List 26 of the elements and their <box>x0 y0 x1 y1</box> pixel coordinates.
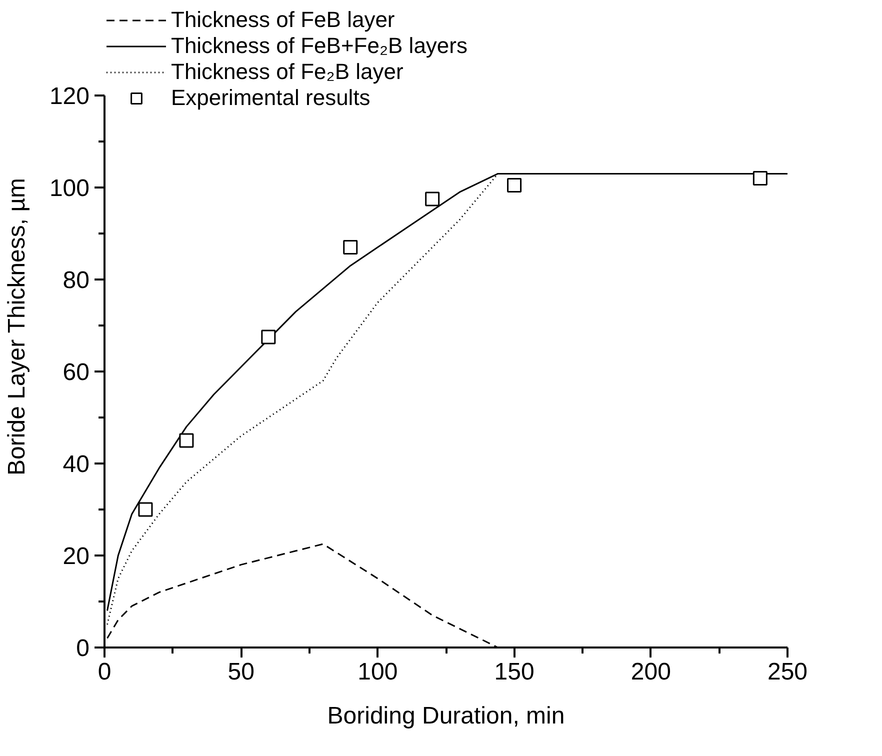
y-tick-label: 80 <box>62 267 90 294</box>
point <box>343 240 358 255</box>
y-tick-label: 60 <box>62 359 90 386</box>
legend-label: Thickness of Fe₂B layer <box>171 59 404 85</box>
legend-label: Thickness of FeB+Fe₂B layers <box>171 33 468 59</box>
point <box>752 171 768 186</box>
y-axis-title: Boride Layer Thickness, µm <box>3 178 30 476</box>
point <box>261 330 276 344</box>
x-tick-label: 100 <box>358 658 398 686</box>
x-tick-label: 0 <box>98 658 112 686</box>
point <box>138 502 153 517</box>
y-tick-label: 120 <box>49 83 90 110</box>
legend-label: Experimental results <box>171 85 370 111</box>
x-tick-label: 250 <box>767 658 808 686</box>
y-tick-label: 0 <box>76 635 90 662</box>
y-tick-label: 100 <box>49 175 90 202</box>
x-axis-title: Boriding Duration, min <box>327 702 565 730</box>
x-tick-label: 200 <box>630 658 671 686</box>
x-tick-label: 150 <box>494 658 534 686</box>
point <box>507 178 522 192</box>
y-tick-label: 40 <box>62 451 90 478</box>
y-tick-label: 20 <box>62 543 90 570</box>
point <box>425 192 440 206</box>
x-tick-label: 50 <box>228 658 254 686</box>
legend-label: Thickness of FeB layer <box>171 7 395 33</box>
point <box>179 433 194 448</box>
